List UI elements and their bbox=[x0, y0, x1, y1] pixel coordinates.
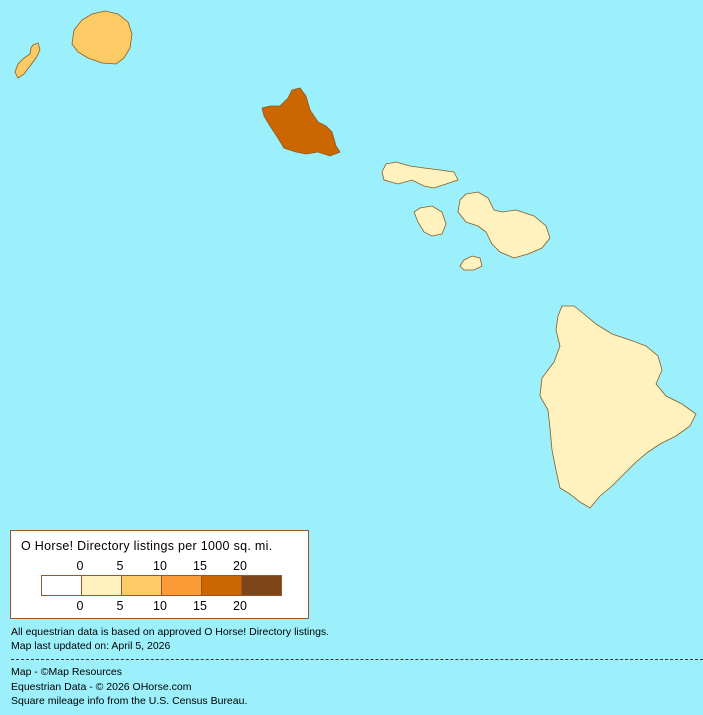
data-note: All equestrian data is based on approved… bbox=[11, 626, 330, 638]
legend-bottom-tick: 10 bbox=[153, 599, 167, 613]
legend-bottom-tick: 0 bbox=[76, 599, 84, 613]
legend-swatch bbox=[202, 576, 242, 595]
map-credit: Map - ©Map Resources bbox=[11, 666, 123, 678]
legend-top-tick: 10 bbox=[153, 559, 167, 573]
data-credit: Equestrian Data - © 2026 OHorse.com bbox=[11, 681, 192, 693]
island-hawaii[interactable] bbox=[539, 305, 697, 509]
island-kauai[interactable] bbox=[71, 10, 133, 65]
last-updated: Map last updated on: April 5, 2026 bbox=[11, 640, 171, 652]
island-kahoolawe[interactable] bbox=[459, 255, 483, 271]
legend-color-scale bbox=[41, 575, 282, 596]
divider bbox=[11, 659, 703, 660]
island-niihau[interactable] bbox=[14, 42, 41, 79]
island-lanai[interactable] bbox=[413, 205, 447, 237]
legend-top-tick: 20 bbox=[233, 559, 247, 573]
legend-bottom-tick: 5 bbox=[116, 599, 124, 613]
legend-top-tick: 0 bbox=[76, 559, 84, 573]
hawaii-map bbox=[14, 10, 697, 509]
legend-swatch bbox=[42, 576, 82, 595]
legend: O Horse! Directory listings per 1000 sq.… bbox=[10, 530, 309, 619]
island-molokai[interactable] bbox=[381, 161, 459, 189]
legend-swatch bbox=[242, 576, 281, 595]
legend-bottom-tick: 20 bbox=[233, 599, 247, 613]
island-oahu[interactable] bbox=[261, 87, 341, 157]
legend-bottom-tick: 15 bbox=[193, 599, 207, 613]
legend-top-tick: 5 bbox=[116, 559, 124, 573]
legend-title: O Horse! Directory listings per 1000 sq.… bbox=[21, 539, 273, 553]
legend-swatch bbox=[122, 576, 162, 595]
census-credit: Square mileage info from the U.S. Census… bbox=[11, 695, 248, 707]
legend-top-tick: 15 bbox=[193, 559, 207, 573]
island-maui[interactable] bbox=[457, 191, 551, 259]
legend-swatch bbox=[82, 576, 122, 595]
legend-swatch bbox=[162, 576, 202, 595]
